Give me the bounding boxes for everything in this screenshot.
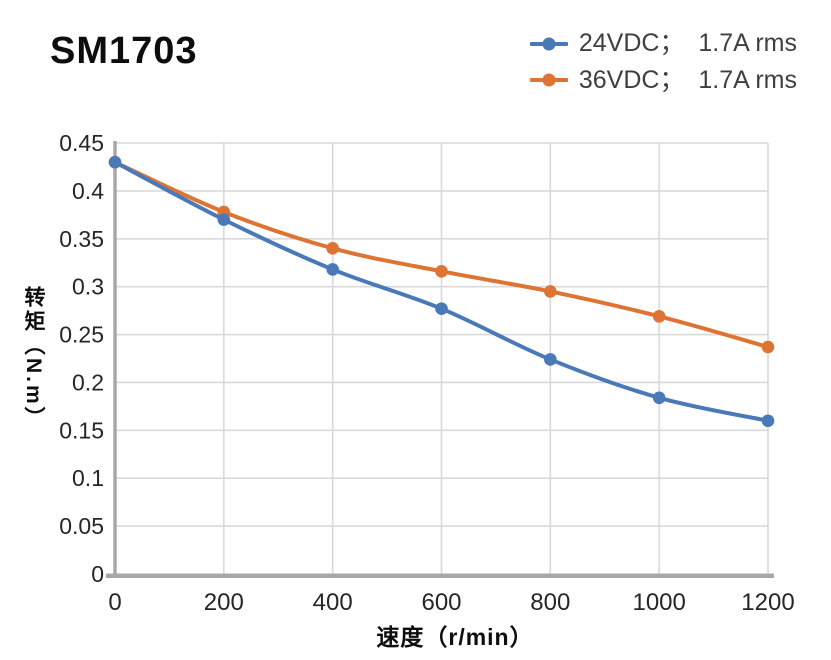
- data-point-series-1: [435, 265, 448, 278]
- legend-line-marker-icon: [529, 37, 568, 51]
- y-tick-label: 0.25: [59, 322, 104, 348]
- y-tick-label: 0.3: [72, 274, 104, 300]
- data-point-series-0: [761, 414, 775, 428]
- legend-line-marker-icon: [529, 73, 568, 87]
- x-axis-title: 速度（r/min）: [376, 624, 534, 650]
- y-tick-label: 0.15: [59, 417, 104, 443]
- legend-item-24vdc: 24VDC； 1.7A rms: [529, 29, 797, 58]
- x-tick-label: 800: [530, 589, 570, 616]
- data-point-series-0: [108, 155, 122, 169]
- y-axis-title: 转矩（N.m）: [22, 286, 45, 431]
- legend-dot-icon: [542, 73, 556, 87]
- x-tick-label: 600: [421, 589, 461, 616]
- data-point-series-0: [326, 263, 339, 276]
- legend-item-36vdc: 36VDC； 1.7A rms: [529, 65, 797, 95]
- data-point-series-1: [761, 340, 775, 354]
- x-tick-label: 0: [108, 589, 121, 616]
- y-tick-label: 0.35: [59, 226, 104, 252]
- y-tick-label: 0.45: [59, 130, 104, 156]
- x-tick-label: 1200: [741, 589, 794, 616]
- chart-title: SM1703: [50, 30, 198, 72]
- y-tick-label: 0.05: [59, 513, 104, 539]
- data-point-series-0: [217, 213, 231, 226]
- y-tick-label: 0.4: [72, 178, 104, 204]
- legend-dot-icon: [542, 37, 556, 51]
- legend-label-24vdc: 24VDC； 1.7A rms: [578, 29, 797, 57]
- data-point-series-0: [544, 353, 557, 366]
- y-tick-label: 0: [91, 561, 104, 587]
- data-point-series-1: [652, 310, 666, 323]
- x-tick-label: 400: [313, 589, 353, 616]
- data-point-series-0: [435, 302, 448, 315]
- y-tick-label: 0.2: [72, 369, 104, 395]
- legend-label-36vdc: 36VDC； 1.7A rms: [578, 65, 797, 94]
- x-tick-label: 1000: [632, 589, 685, 616]
- y-tick-label: 0.1: [72, 465, 104, 491]
- data-point-series-0: [652, 391, 666, 405]
- x-tick-label: 200: [204, 589, 244, 616]
- data-point-series-1: [544, 285, 557, 298]
- data-point-series-1: [326, 242, 339, 255]
- legend: 24VDC； 1.7A rms 36VDC； 1.7A rms: [529, 29, 797, 95]
